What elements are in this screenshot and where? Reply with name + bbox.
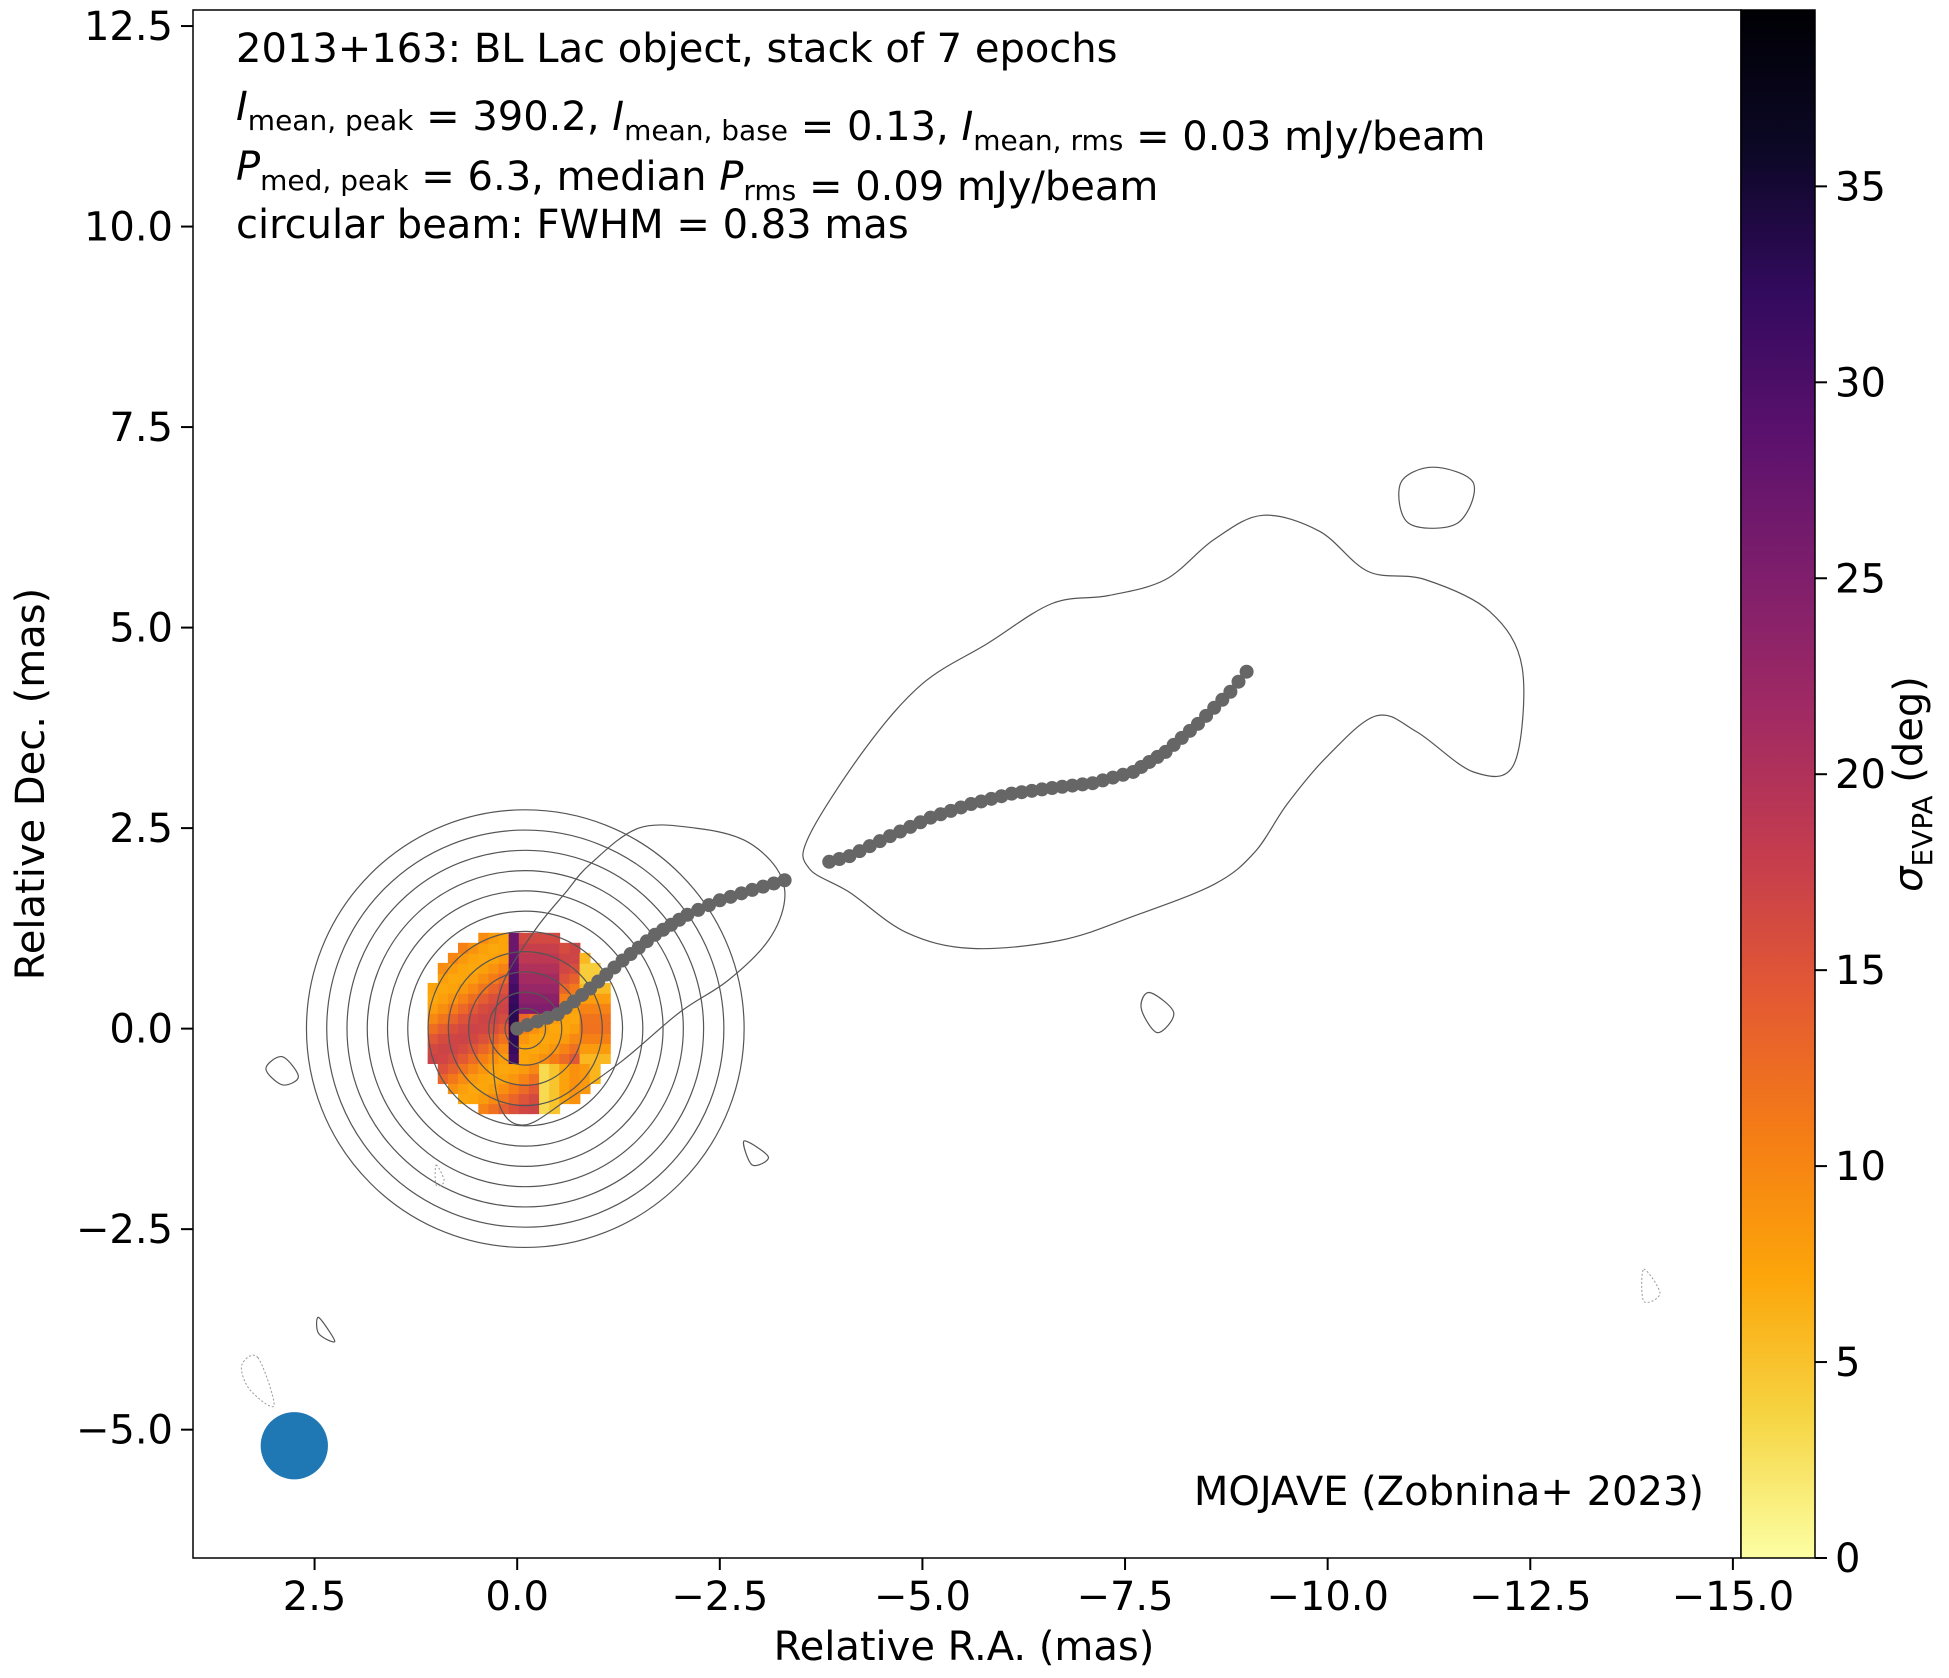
contour-ring xyxy=(366,869,684,1188)
title-line: 2013+163: BL Lac object, stack of 7 epoc… xyxy=(236,26,1117,72)
colorbar-tick-label: 25 xyxy=(1835,556,1886,602)
colorbar-gradient xyxy=(1740,9,1816,1559)
credit-label: MOJAVE (Zobnina+ 2023) xyxy=(1194,1469,1704,1515)
colorbar-tick-label: 30 xyxy=(1835,360,1886,406)
ridge-point xyxy=(734,886,749,901)
contour-island xyxy=(742,1140,770,1167)
ridge-point xyxy=(766,876,781,891)
x-axis-label: Relative R.A. (mas) xyxy=(774,1624,1155,1670)
ridge-point xyxy=(1075,777,1090,792)
x-tick-label: −10.0 xyxy=(1266,1574,1389,1620)
colorbar-tick-label: 5 xyxy=(1835,1340,1860,1386)
ridge-point xyxy=(680,907,695,922)
colorbar-tick-label: 15 xyxy=(1835,948,1886,994)
contour-ring xyxy=(305,809,745,1249)
plot-content xyxy=(240,466,1661,1480)
x-tick-label: 0.0 xyxy=(485,1574,549,1620)
x-axis: 2.5 0.0 −2.5 −5.0 −7.5 −10.0 −12.5 −15.0 xyxy=(283,1558,1794,1620)
negative-contour xyxy=(240,1354,275,1408)
ridge-point xyxy=(1045,781,1060,796)
contour-island xyxy=(1398,466,1476,529)
contour-ring xyxy=(488,991,563,1066)
y-tick-label: −2.5 xyxy=(76,1207,173,1253)
contour-ring xyxy=(504,1007,547,1050)
colorbar-tick-label: 20 xyxy=(1835,752,1886,798)
contour-island xyxy=(315,1316,336,1343)
x-tick-label: −5.0 xyxy=(874,1574,971,1620)
ridge-point xyxy=(1065,778,1080,793)
y-tick-label: −5.0 xyxy=(76,1408,173,1454)
contour-ring xyxy=(407,910,644,1147)
ridge-point xyxy=(777,873,792,888)
ridge-point xyxy=(723,889,738,904)
ridge-point xyxy=(691,902,706,917)
colorbar-tick-label: 35 xyxy=(1835,164,1886,210)
y-tick-label: 12.5 xyxy=(84,4,173,50)
contour-ring xyxy=(467,971,583,1086)
x-tick-label: −2.5 xyxy=(671,1574,768,1620)
y-tick-label: 0.0 xyxy=(109,1007,173,1053)
x-tick-label: −12.5 xyxy=(1469,1574,1592,1620)
title-block: 2013+163: BL Lac object, stack of 7 epoc… xyxy=(236,26,1485,248)
ridge-point xyxy=(1239,664,1254,679)
contour-ring xyxy=(326,829,725,1228)
ridge-point xyxy=(745,882,760,897)
contour-ring xyxy=(386,890,664,1168)
y-axis-label: Relative Dec. (mas) xyxy=(8,588,54,980)
negative-contour xyxy=(434,1164,445,1187)
negative-contour xyxy=(1641,1268,1661,1303)
x-tick-label: 2.5 xyxy=(283,1574,347,1620)
x-tick-label: −7.5 xyxy=(1076,1574,1173,1620)
title-line: Imean, peak = 390.2, Imean, base = 0.13,… xyxy=(236,84,1485,160)
beam-marker xyxy=(260,1412,328,1480)
ridge-point xyxy=(1223,684,1238,699)
title-line: Pmed, peak = 6.3, median Prms = 0.09 mJy… xyxy=(236,144,1158,210)
contour-island xyxy=(1140,991,1175,1034)
x-tick-label: −15.0 xyxy=(1672,1574,1795,1620)
contour-ring xyxy=(346,849,705,1208)
ridge-line xyxy=(510,664,1254,1036)
colorbar-tick-label: 10 xyxy=(1835,1144,1886,1190)
ridge-point xyxy=(1055,779,1070,794)
contour-ring xyxy=(447,951,603,1107)
title-line: circular beam: FWHM = 0.83 mas xyxy=(236,202,909,248)
contour-island xyxy=(492,824,786,1126)
y-tick-label: 10.0 xyxy=(84,205,173,251)
ridge-point xyxy=(702,898,716,913)
colorbar: 0 5 10 15 20 25 30 35 σEVPA (deg) xyxy=(1740,9,1939,1582)
y-tick-label: 2.5 xyxy=(109,806,173,852)
ridge-point xyxy=(712,893,727,908)
contour-island xyxy=(265,1056,300,1086)
contour-ring xyxy=(427,930,624,1127)
ridge-point xyxy=(1231,674,1246,689)
y-tick-label: 5.0 xyxy=(109,606,173,652)
colorbar-label: σEVPA (deg) xyxy=(1886,676,1939,892)
contour-island xyxy=(802,514,1525,950)
y-axis: −5.0 −2.5 0.0 2.5 5.0 7.5 10.0 12.5 xyxy=(76,4,193,1454)
colorbar-tick-label: 0 xyxy=(1835,1536,1860,1582)
y-tick-label: 7.5 xyxy=(109,405,173,451)
ridge-point xyxy=(756,879,771,894)
contours xyxy=(240,466,1661,1408)
